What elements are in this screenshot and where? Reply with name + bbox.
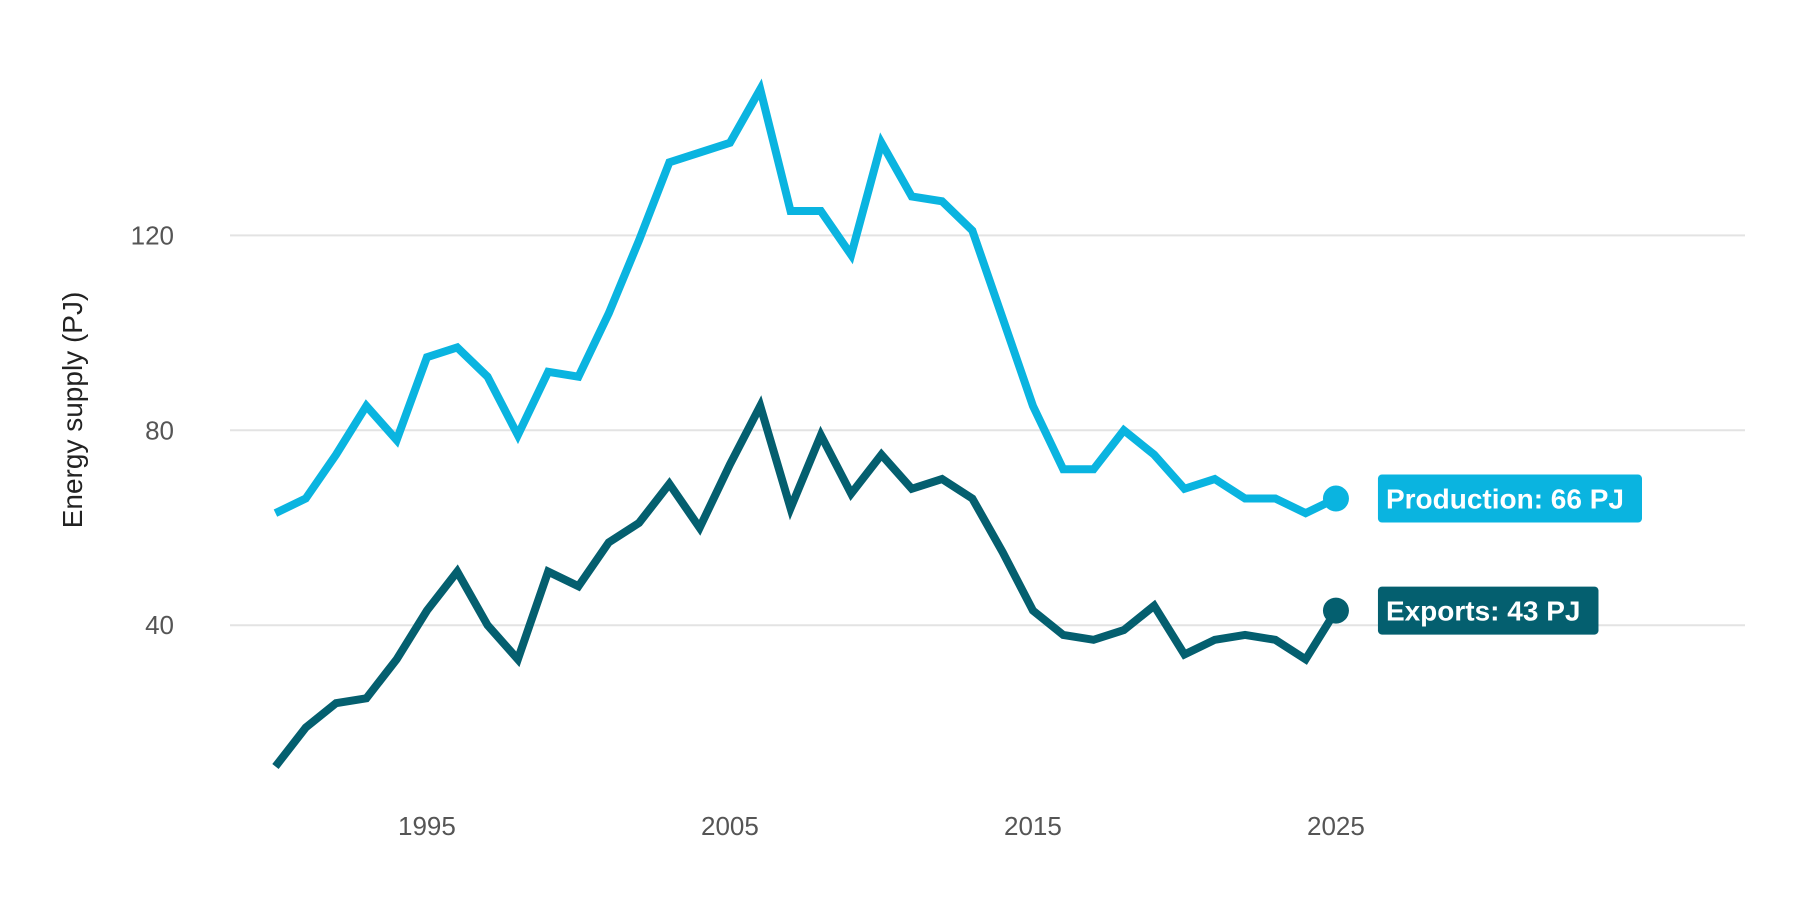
end-label-box: [1377, 586, 1599, 635]
x-tick-label: 2025: [1307, 811, 1365, 841]
y-axis-title: Energy supply (PJ): [57, 292, 88, 529]
y-axis-ticks: 40 80 120: [131, 220, 174, 640]
end-point-exports: [1322, 597, 1349, 624]
end-label-production: Production: 66 PJ: [1377, 474, 1642, 523]
end-label-text: Production: 66 PJ: [1386, 484, 1624, 515]
series-line-production: [273, 78, 1338, 518]
x-tick-label: 2015: [1004, 811, 1062, 841]
y-tick-label: 80: [145, 415, 174, 445]
end-point-production: [1322, 485, 1349, 512]
series-line-exports: [272, 395, 1340, 769]
x-axis-ticks: 1995 2005 2015 2025: [398, 811, 1365, 841]
y-tick-label: 120: [131, 220, 174, 250]
end-label-exports: Exports: 43 PJ: [1377, 586, 1599, 635]
end-labels: Production: 66 PJ Exports: 43 PJ: [1377, 474, 1642, 635]
x-tick-label: 2005: [701, 811, 759, 841]
end-label-box: [1377, 474, 1642, 523]
series-lines: [272, 78, 1349, 769]
x-tick-label: 1995: [398, 811, 456, 841]
y-tick-label: 40: [145, 610, 174, 640]
end-label-text: Exports: 43 PJ: [1386, 596, 1581, 627]
